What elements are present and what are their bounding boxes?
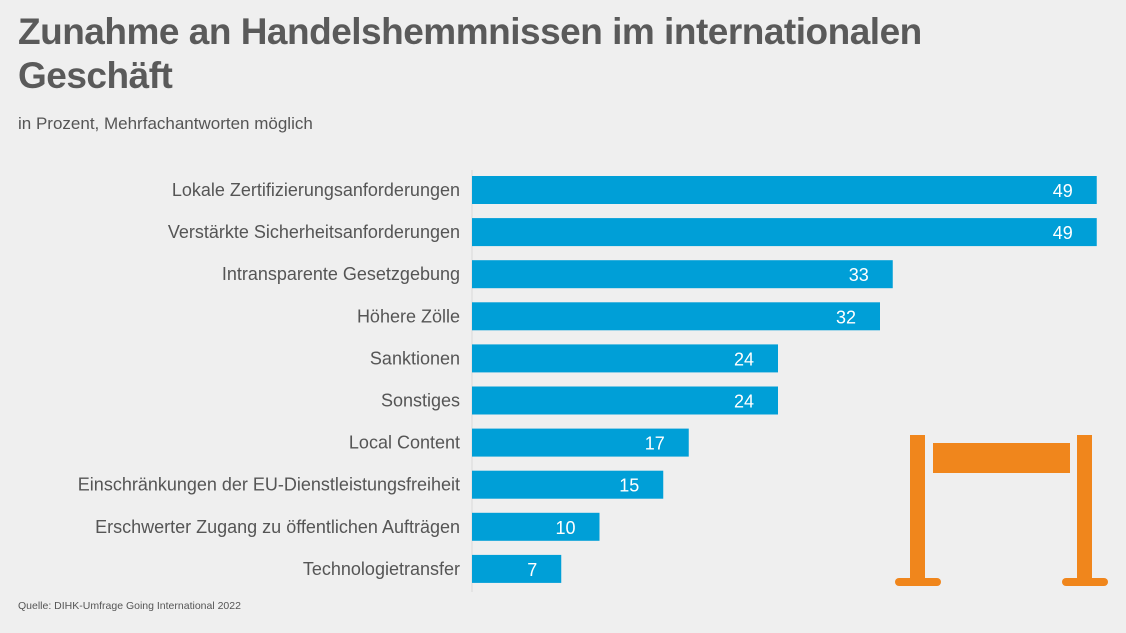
category-label: Local Content bbox=[349, 433, 460, 453]
bar bbox=[472, 176, 1097, 204]
bar bbox=[472, 260, 893, 289]
value-label: 24 bbox=[734, 349, 754, 369]
category-label: Verstärkte Sicherheitsanforderungen bbox=[168, 222, 460, 242]
category-label: Höhere Zölle bbox=[357, 306, 460, 326]
bar bbox=[472, 302, 880, 331]
bar bbox=[472, 344, 778, 373]
bar bbox=[472, 470, 664, 499]
source-note: Quelle: DIHK-Umfrage Going International… bbox=[18, 600, 241, 612]
value-label: 49 bbox=[1053, 223, 1073, 243]
value-label: 17 bbox=[645, 434, 665, 454]
value-label: 7 bbox=[527, 560, 537, 580]
category-label: Technologietransfer bbox=[303, 559, 460, 579]
category-label: Sanktionen bbox=[370, 348, 460, 368]
category-label: Intransparente Gesetzgebung bbox=[222, 264, 460, 284]
chart-subtitle: in Prozent, Mehrfachantworten möglich bbox=[18, 114, 313, 133]
barrier-icon bbox=[895, 435, 1108, 586]
bar bbox=[472, 218, 1097, 247]
category-label: Erschwerter Zugang zu öffentlichen Auftr… bbox=[95, 517, 460, 537]
value-label: 15 bbox=[619, 476, 639, 496]
value-label: 10 bbox=[555, 518, 575, 538]
category-label: Einschränkungen der EU-Dienstleistungsfr… bbox=[78, 475, 460, 495]
value-label: 32 bbox=[836, 307, 856, 327]
category-label: Lokale Zertifizierungsanforderungen bbox=[172, 180, 460, 200]
value-label: 24 bbox=[734, 392, 754, 412]
value-label: 33 bbox=[849, 265, 869, 285]
bar bbox=[472, 428, 689, 457]
category-label: Sonstiges bbox=[381, 391, 460, 411]
bar bbox=[472, 554, 562, 583]
bar bbox=[472, 512, 600, 541]
chart-title: Zunahme an Handelshemmnissen im internat… bbox=[18, 11, 922, 96]
bar bbox=[472, 386, 778, 415]
value-label: 49 bbox=[1053, 181, 1073, 201]
